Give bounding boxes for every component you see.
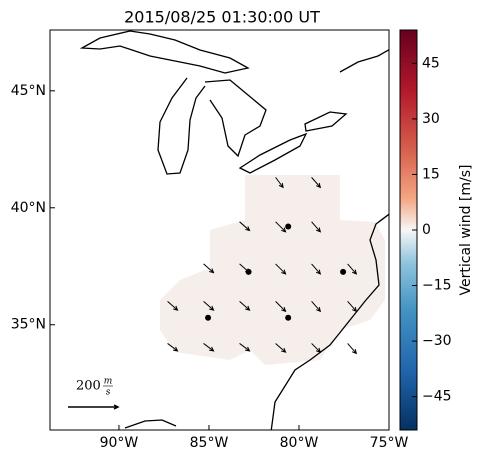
colorbar-tick-label: 0 — [422, 222, 431, 238]
station — [245, 268, 252, 275]
wind-vector — [239, 300, 251, 311]
map-layer — [79, 30, 389, 430]
key-value: 200 — [76, 379, 101, 394]
lake-ontario — [304, 111, 348, 132]
gulf-coast — [124, 419, 177, 429]
wind-vector — [311, 221, 322, 233]
y-tick-label: 35°N — [11, 317, 46, 333]
wind-vector — [275, 177, 284, 189]
x-tick-label: 90°W — [100, 435, 139, 451]
wind-vector — [167, 343, 179, 352]
station — [205, 314, 212, 321]
title: 2015/08/25 01:30:00 UT — [124, 8, 320, 27]
station — [285, 314, 292, 321]
wind-vector — [203, 263, 215, 274]
wind-vector — [239, 221, 251, 232]
colorbar-tick-label: 15 — [422, 166, 440, 182]
station — [340, 268, 347, 275]
colorbar-tick-label: 30 — [422, 111, 440, 127]
wind-vector — [167, 300, 179, 311]
wind-vector — [347, 343, 358, 355]
st-lawrence — [339, 48, 389, 73]
wind-vector — [275, 263, 287, 275]
y-tick-label: 40°N — [11, 200, 46, 216]
key-unit-bottom: s — [106, 388, 111, 398]
colorbar-tick-label: −15 — [422, 278, 452, 294]
y-tick-label: 45°N — [11, 83, 46, 99]
colorbar-label: Vertical wind [m/s] — [458, 165, 474, 296]
wind-vector — [275, 221, 287, 233]
map-frame — [49, 29, 390, 431]
wind-vector — [275, 300, 287, 313]
wind-vector — [347, 263, 358, 275]
lake-huron — [204, 79, 267, 158]
lake-superior — [79, 30, 250, 74]
wind-vector — [275, 343, 287, 353]
colorbar-tick-label: 45 — [422, 55, 440, 71]
wind-vector — [347, 301, 358, 313]
colorbar-tick-label: −45 — [422, 389, 452, 405]
x-tick-label: 85°W — [190, 435, 229, 451]
key-arrow — [68, 404, 120, 410]
wind-vector — [311, 263, 322, 275]
wind-vector — [239, 343, 251, 352]
wind-vector — [311, 343, 322, 353]
wind-vector — [311, 301, 322, 313]
x-tick-label: 75°W — [370, 435, 409, 451]
wind-vector — [203, 343, 215, 352]
lake-michigan — [157, 77, 206, 175]
wind-vector — [311, 177, 322, 189]
atlantic-coast — [270, 213, 389, 430]
key-unit-top: m — [104, 377, 113, 387]
wind-field — [160, 175, 385, 365]
station — [285, 223, 292, 230]
colorbar-tick-label: −30 — [422, 333, 452, 349]
lake-erie — [238, 132, 308, 174]
x-tick-label: 80°W — [280, 435, 319, 451]
wind-vector — [203, 300, 215, 311]
